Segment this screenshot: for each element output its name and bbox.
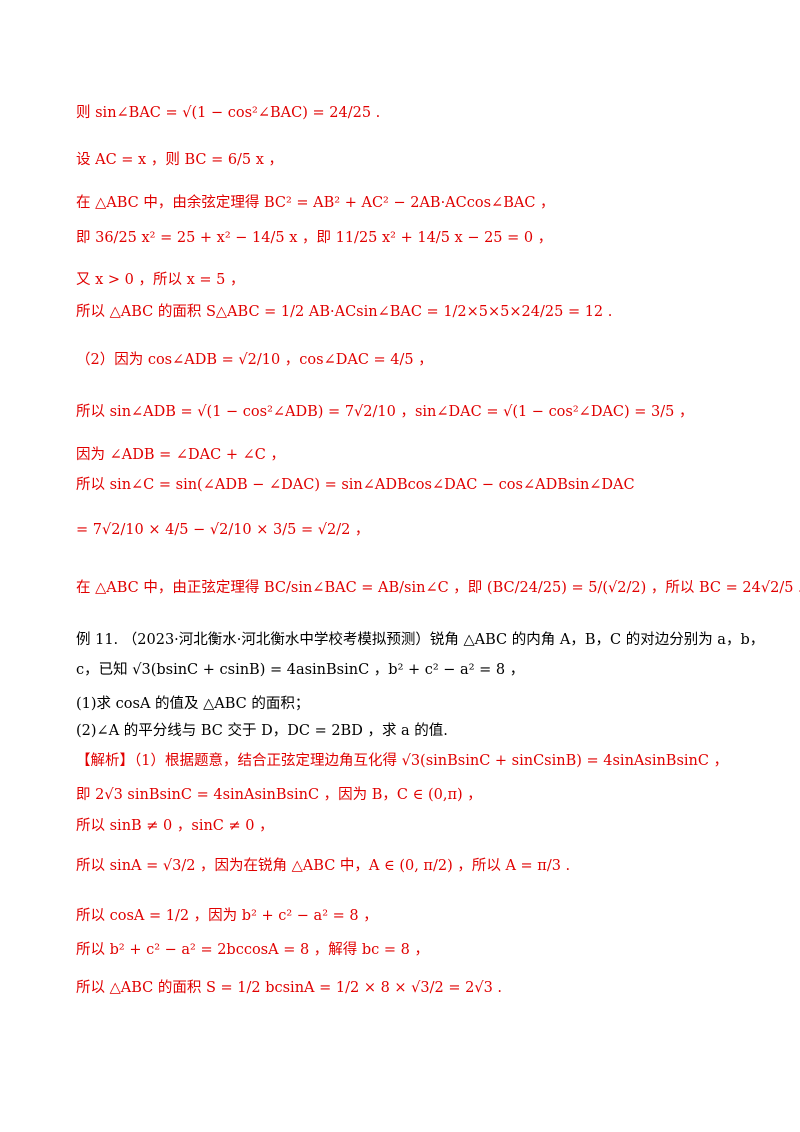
text-line: 又 x > 0 ，所以 x = 5 ， [76,272,245,288]
text-line: 即 2√3 sinBsinC = 4sinAsinBsinC ，因为 B，C ∈… [76,787,482,803]
text-line: 所以 △ABC 的面积 S = 1/2 bcsinA = 1/2 × 8 × √… [76,980,503,996]
text-line: 所以 cosA = 1/2 ，因为 b² + c² − a² = 8 ， [76,908,378,924]
text-line: 在 △ABC 中，由正弦定理得 BC/sin∠BAC = AB/sin∠C ，即… [76,580,800,596]
text-line: 在 △ABC 中，由余弦定理得 BC² = AB² + AC² − 2AB·AC… [76,195,555,211]
text-line: c，已知 √3(bsinC + csinB) = 4asinBsinC ，b² … [76,662,525,678]
text-line: 设 AC = x ，则 BC = 6/5 x ， [76,152,284,168]
text-line: 所以 sinB ≠ 0 ，sinC ≠ 0 ， [76,818,274,834]
text-line: 即 36/25 x² = 25 + x² − 14/5 x ，即 11/25 x… [76,230,553,246]
text-line: 则 sin∠BAC = √(1 − cos²∠BAC) = 24/25 . [76,105,381,121]
solution-line: 【解析】（1）根据题意，结合正弦定理边角互化得 √3(sinBsinC + si… [76,753,729,769]
text-line: = 7√2/10 × 4/5 − √2/10 × 3/5 = √2/2 ， [76,522,370,538]
text-line: （2）因为 cos∠ADB = √2/10 ，cos∠DAC = 4/5 ， [76,352,433,368]
question-2: (2)∠A 的平分线与 BC 交于 D，DC = 2BD ，求 a 的值. [76,723,448,739]
text-line: 因为 ∠ADB = ∠DAC + ∠C ， [76,447,285,463]
question-1: (1)求 cosA 的值及 △ABC 的面积； [76,696,310,712]
text-line: 所以 △ABC 的面积 S△ABC = 1/2 AB·ACsin∠BAC = 1… [76,304,613,320]
text-line: 所以 sin∠ADB = √(1 − cos²∠ADB) = 7√2/10 ，s… [76,404,694,420]
example-heading: 例 11. （2023·河北衡水·河北衡水中学校考模拟预测）锐角 △ABC 的内… [76,632,765,648]
text-line: 所以 sinA = √3/2 ，因为在锐角 △ABC 中，A ∈ (0, π/2… [76,858,571,874]
text-line: 所以 b² + c² − a² = 2bccosA = 8 ，解得 bc = 8… [76,942,430,958]
text-line: 所以 sin∠C = sin(∠ADB − ∠DAC) = sin∠ADBcos… [76,477,635,493]
